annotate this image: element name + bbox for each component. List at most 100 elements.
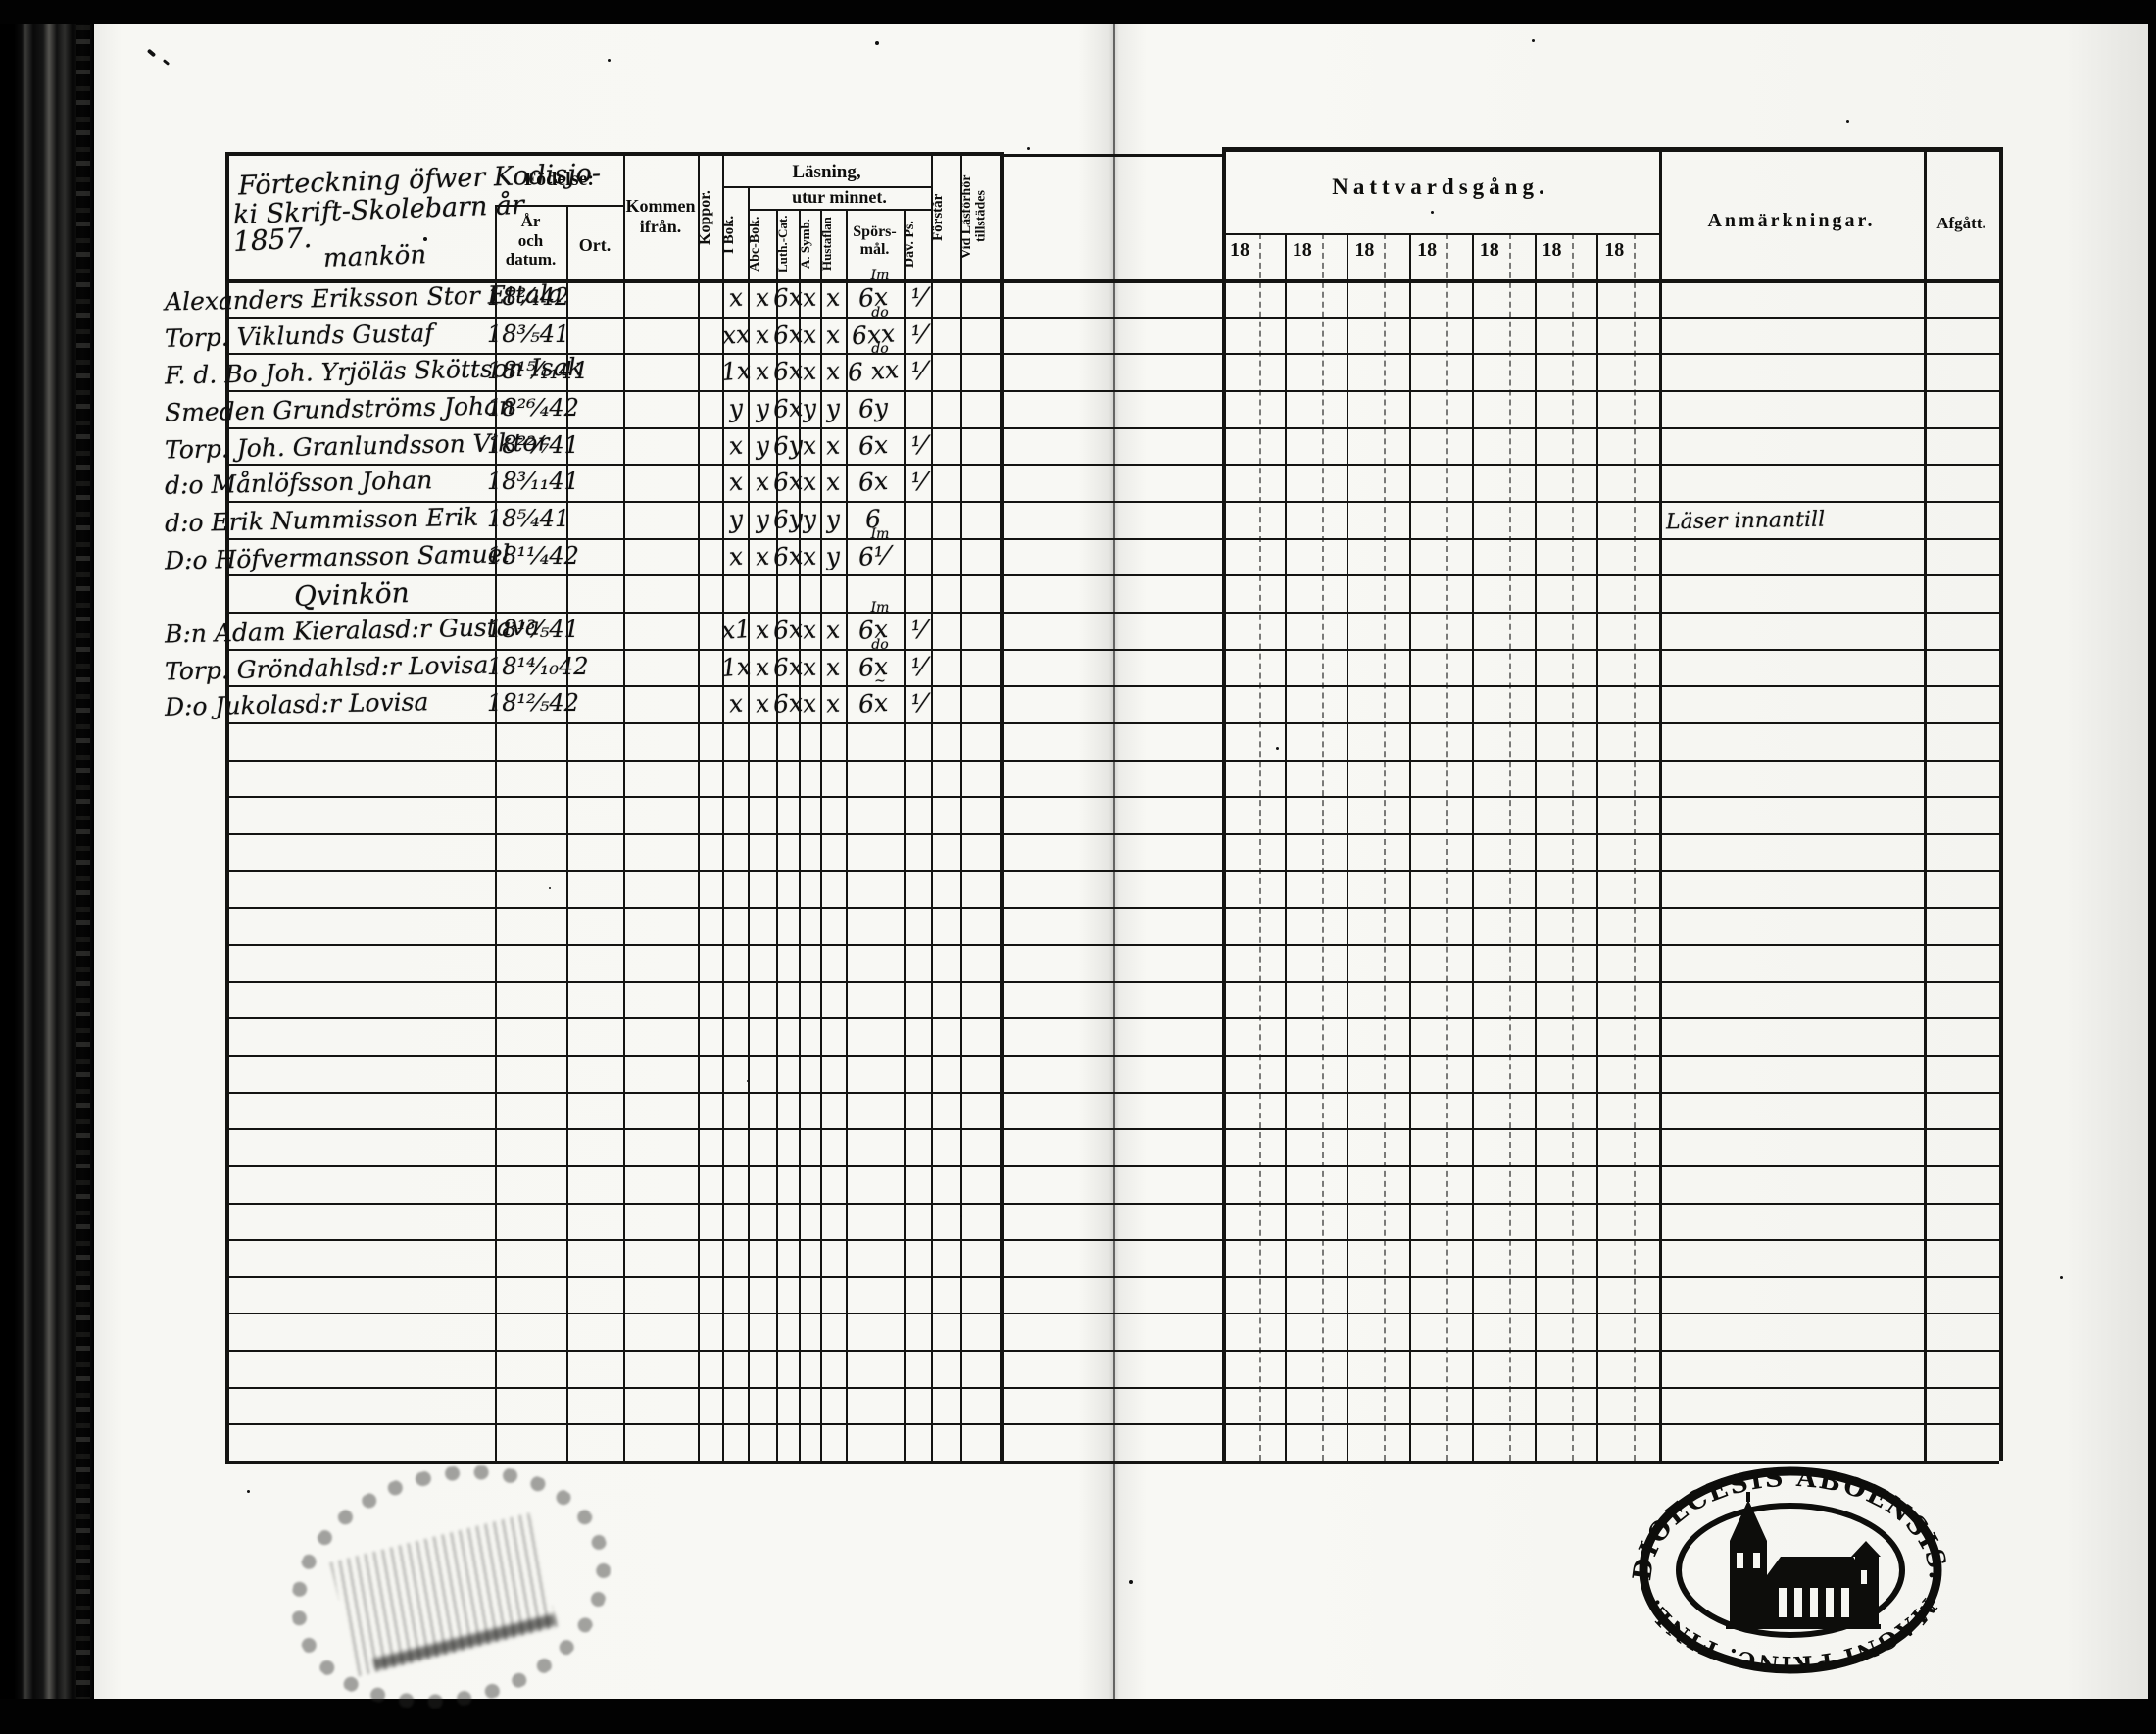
- mark-abc-bok: x: [754, 320, 771, 350]
- year-column-divider: [1384, 233, 1387, 1462]
- scan-speck: [1532, 39, 1535, 42]
- header-abc-bok: Abc-Bok.: [748, 216, 762, 272]
- mark-dav-ps: ⅟: [909, 652, 927, 682]
- column-line: [1222, 147, 1226, 1462]
- row-birthdate: 18¹¹⁄₄42: [487, 541, 579, 570]
- mark-luth-cat: 6x: [772, 392, 804, 423]
- header-rule: [722, 186, 931, 188]
- year-column-label: 18: [1417, 239, 1438, 261]
- paper: [82, 24, 2148, 1700]
- row-birthdate: 18²⁶⁄₄42: [487, 393, 579, 421]
- header-ort: Ort.: [578, 235, 612, 255]
- mark-luth-cat: 6x: [772, 319, 804, 350]
- year-column-label: 18: [1604, 239, 1625, 261]
- column-line: [698, 152, 700, 1462]
- header-forstar: Förstår: [930, 193, 946, 242]
- mark-luth-cat: 6x: [772, 467, 804, 498]
- scan-speck: [747, 1080, 749, 1082]
- row-line: [225, 537, 1999, 540]
- mark-hustaflan: y: [824, 541, 842, 571]
- mark-hustaflan: x: [824, 467, 842, 497]
- mark-i-bok: x: [727, 282, 745, 313]
- mark-i-bok: x: [727, 688, 745, 718]
- scan-speck: [875, 41, 879, 45]
- year-column-label: 18: [1542, 239, 1562, 261]
- mark-i-bok: x: [727, 541, 745, 571]
- column-line: [566, 205, 568, 1462]
- year-column-divider: [1446, 233, 1449, 1462]
- scan-speck: [247, 1490, 250, 1493]
- column-line: [820, 209, 822, 1462]
- row-line: [225, 1386, 1999, 1389]
- year-column-divider: [1571, 233, 1574, 1462]
- column-line: [904, 209, 906, 1462]
- mark-abc-bok: x: [754, 541, 771, 571]
- column-line: [495, 205, 497, 1462]
- row-line: [225, 316, 1999, 319]
- column-line: [1924, 147, 1927, 1462]
- row-line: [225, 426, 1999, 429]
- column-line: [1999, 147, 2003, 1462]
- scan-border-bottom: [0, 1699, 2156, 1734]
- mark-sporsmal-note: Im: [870, 599, 890, 616]
- mark-a-symb: x: [801, 615, 818, 645]
- mark-i-bok: 1x: [720, 651, 752, 682]
- header-rule: [1000, 154, 1222, 157]
- header-rule: [1222, 147, 1999, 152]
- header-lasning: Läsning,: [792, 162, 861, 182]
- mark-dav-ps: ⅟: [909, 467, 927, 497]
- row-line: [225, 1164, 1999, 1167]
- mark-sporsmal: 6x: [858, 688, 889, 719]
- column-line: [846, 209, 848, 1462]
- scan-speck: [1431, 211, 1434, 214]
- header-kommen-ifran: Kommen ifrån.: [625, 196, 696, 236]
- mark-sporsmal-note: Im: [870, 268, 890, 283]
- mark-a-symb: x: [801, 320, 818, 350]
- mark-i-bok: xx: [720, 319, 752, 350]
- mark-a-symb: y: [801, 393, 818, 423]
- header-hustaflan: Hustaflan: [819, 217, 834, 272]
- column-line: [799, 209, 801, 1462]
- header-rule: [225, 152, 1000, 156]
- register-title-year: 1857.: [232, 221, 313, 259]
- column-line: [225, 152, 229, 1462]
- mark-sporsmal-note: do: [871, 341, 889, 358]
- column-line: [623, 152, 625, 1462]
- mark-sporsmal-note: Im: [870, 525, 890, 542]
- diocese-stamp: DIOECESIS ABOENSIS. MAGNI PRINC. FINL.: [1628, 1463, 1950, 1677]
- mark-luth-cat: 6x: [772, 614, 804, 645]
- mark-a-symb: x: [801, 430, 818, 461]
- mark-abc-bok: y: [754, 504, 771, 534]
- column-line: [960, 152, 962, 1462]
- mark-abc-bok: y: [754, 430, 771, 461]
- scan-speck: [1846, 120, 1849, 123]
- year-column-divider: [1508, 233, 1511, 1462]
- scan-border-top: [0, 0, 2156, 24]
- mark-sporsmal-note: ~: [874, 673, 886, 690]
- year-column-line: [1347, 233, 1349, 1462]
- row-birthdate: 18²⁄₄42: [487, 283, 570, 311]
- column-line: [748, 186, 750, 1462]
- header-koppor: Koppor.: [697, 190, 713, 245]
- row-line: [225, 464, 1999, 467]
- mark-dav-ps: ⅟: [909, 430, 927, 461]
- mark-dav-ps: ⅟: [909, 356, 927, 386]
- mark-abc-bok: x: [754, 688, 771, 718]
- header-i-bok: I Bok.: [721, 215, 737, 254]
- row-line: [225, 353, 1999, 356]
- row-birthdate: 18¹⁴⁄₁₀42: [487, 652, 589, 680]
- header-dav-ps: Dav. Ps.: [903, 221, 917, 268]
- mark-sporsmal-note: do: [871, 636, 889, 653]
- mark-dav-ps: ⅟: [909, 320, 927, 350]
- row-line: [225, 279, 1999, 283]
- header-utur-minnet: utur minnet.: [792, 187, 887, 207]
- mark-a-symb: y: [801, 504, 818, 534]
- mark-dav-ps: ⅟: [909, 615, 927, 645]
- mark-a-symb: x: [801, 356, 818, 386]
- scan-speck: [1027, 147, 1030, 150]
- row-line: [225, 685, 1999, 688]
- mark-sporsmal: 6 xx: [847, 355, 900, 388]
- row-line: [225, 1239, 1999, 1242]
- row-line: [225, 1202, 1999, 1205]
